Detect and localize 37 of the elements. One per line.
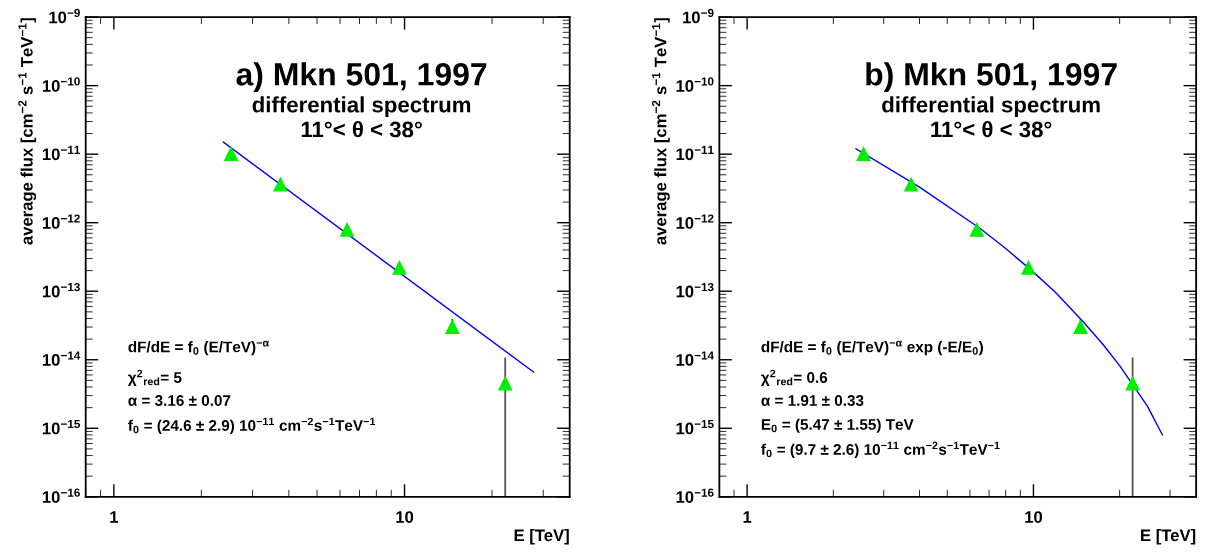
y-tick-label: 10$^{−11}$: [676, 145, 714, 161]
y-tick-label: 10$^{−15}$: [676, 419, 714, 435]
annotation: α = 1.91 ± 0.33: [761, 395, 864, 406]
text: differential spectrum 11°< θ < 38°: [252, 96, 471, 138]
text: differential spectrum 11°< θ < 38°: [882, 96, 1100, 138]
text: f$_{0}$ = (9.7 ± 2.6) 10$^{−11}$ cm$^{−2}$s$^{−1}$TeV$^{−1}$: [761, 441, 1000, 458]
annotation: α = 3.16 ± 0.07: [128, 395, 231, 406]
y-tick-label: 10$^{−11}$: [42, 145, 80, 161]
annotation: E$_{0}$ = (5.47 ± 1.55) TeV: [761, 418, 914, 433]
y-tick-label: 10$^{−10}$: [42, 77, 80, 92]
y-tick-label: 10$^{−14}$: [676, 351, 714, 366]
y-tick-label: 10$^{−9}$: [683, 8, 714, 24]
annotation: dF/dE = f$_{0}$ (E/TeV)$^{−α}$ exp (-E/E$_{0}$): [761, 340, 983, 356]
annotation: χ$^{2}$$_{red}$= 5: [127, 369, 182, 386]
x-tick-label: 1: [110, 511, 119, 523]
text: b) Mkn 501, 1997: [866, 62, 1117, 92]
x-axis-title: E [TeV]: [514, 529, 569, 545]
annotation: χ$^{2}$$_{red}$= 0.6: [760, 369, 828, 386]
y-tick-label: 10$^{−12}$: [42, 214, 80, 229]
y-tick-label: 10$^{−14}$: [42, 351, 81, 366]
y-axis-title: average flux [cm$^{−2}$ s$^{−1}$ TeV$^{−1}$]: [18, 18, 37, 245]
text: f$_{0}$ = (24.6 ± 2.9) 10$^{−11}$ cm$^{−2}$s$^{−1}$TeV$^{−1}$: [128, 417, 376, 434]
y-tick-label: 10$^{−13}$: [676, 282, 714, 298]
x-tick-label: 10: [1025, 511, 1043, 523]
y-tick-label: 10$^{−13}$: [42, 282, 80, 298]
y-tick-label: 10$^{−16}$: [42, 488, 80, 503]
y-tick-label: 10$^{−16}$: [676, 488, 714, 503]
x-tick-label: 1: [743, 511, 752, 523]
text: a) Mkn 501, 1997: [236, 62, 487, 92]
x-tick-label: 10: [396, 511, 414, 523]
y-tick-label: 10$^{−15}$: [42, 419, 80, 435]
y-tick-label: 10$^{−12}$: [676, 214, 714, 229]
y-tick-label: 10$^{−9}$: [49, 8, 80, 24]
annotation: dF/dE = f$_{0}$ (E/TeV)$^{−α}$: [128, 340, 269, 356]
y-tick-label: 10$^{−10}$: [676, 77, 714, 92]
y-axis-title: average flux [cm$^{−2}$ s$^{−1}$ TeV$^{−1}$]: [651, 18, 670, 245]
x-axis-title: E [TeV]: [1141, 529, 1196, 545]
